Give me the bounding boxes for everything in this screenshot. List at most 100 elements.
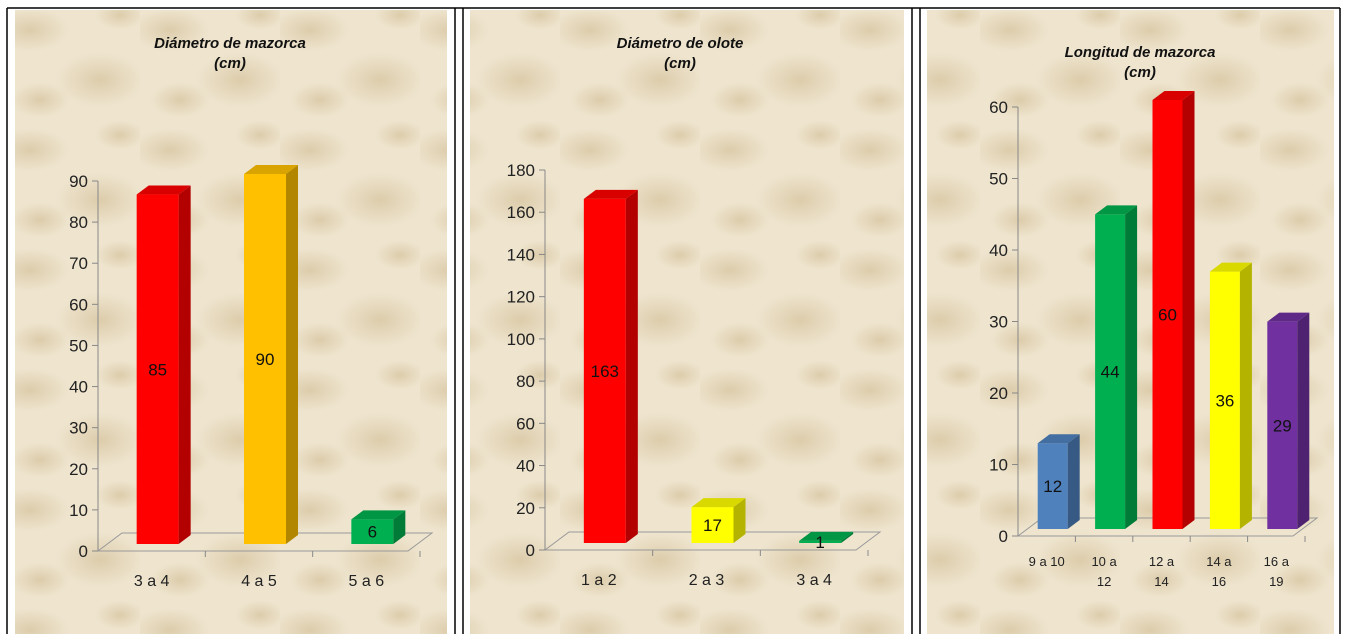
chart-title: Diámetro de mazorca bbox=[154, 35, 306, 52]
bar-top bbox=[351, 510, 406, 520]
bar-front bbox=[799, 540, 842, 543]
bar-top bbox=[691, 498, 746, 508]
bar bbox=[583, 189, 638, 543]
bar-side bbox=[841, 531, 854, 543]
bar-front bbox=[351, 519, 394, 544]
y-tick-label: 40 bbox=[69, 378, 88, 397]
bar bbox=[136, 185, 191, 545]
y-tick-label: 10 bbox=[69, 501, 88, 520]
y-tick-label: 60 bbox=[989, 98, 1008, 117]
y-tick-label: 80 bbox=[69, 213, 88, 232]
chart-title: (cm) bbox=[664, 55, 696, 72]
data-label: 36 bbox=[1215, 391, 1234, 410]
y-tick-label: 40 bbox=[989, 241, 1008, 260]
floor bbox=[96, 532, 434, 552]
data-label: 29 bbox=[1273, 416, 1292, 435]
bar-front bbox=[1267, 321, 1298, 529]
chart-title: (cm) bbox=[1124, 64, 1156, 81]
bar-side bbox=[178, 185, 191, 545]
x-tick-label: 16 a 19 bbox=[1264, 554, 1290, 589]
y-tick-label: 30 bbox=[989, 313, 1008, 332]
chart-title: Longitud de mazorca bbox=[1065, 44, 1216, 61]
y-tick-label: 0 bbox=[526, 541, 535, 560]
floor bbox=[543, 531, 882, 551]
y-tick-label: 50 bbox=[989, 170, 1008, 189]
data-label: 163 bbox=[591, 362, 619, 381]
bar-top bbox=[136, 185, 191, 195]
x-tick-label: 5 a 6 bbox=[349, 573, 385, 590]
y-tick-label: 20 bbox=[69, 460, 88, 479]
floor bbox=[1016, 517, 1319, 537]
bar-side bbox=[1182, 91, 1195, 529]
y-tick-label: 100 bbox=[507, 330, 535, 349]
bar-side bbox=[1067, 434, 1080, 529]
bar-front bbox=[583, 198, 626, 543]
y-tick-label: 160 bbox=[507, 203, 535, 222]
x-tick-label: 3 a 4 bbox=[134, 573, 170, 590]
y-tick-label: 0 bbox=[999, 527, 1008, 546]
bar bbox=[1037, 434, 1080, 529]
y-tick-label: 90 bbox=[69, 172, 88, 191]
bar-top bbox=[244, 165, 298, 174]
data-label: 17 bbox=[703, 516, 722, 535]
bar-side bbox=[1297, 312, 1310, 529]
bar-top bbox=[1095, 205, 1138, 215]
bar bbox=[244, 165, 298, 544]
x-tick-label: 10 a 12 bbox=[1091, 554, 1117, 589]
x-tick-label: 4 a 5 bbox=[241, 573, 277, 590]
bar-front bbox=[1095, 214, 1126, 529]
bar-side bbox=[1125, 205, 1138, 529]
chart-title: Diámetro de olote bbox=[617, 35, 744, 52]
bar-top bbox=[799, 531, 854, 541]
bar-front bbox=[691, 507, 734, 543]
y-tick-label: 70 bbox=[69, 254, 88, 273]
bar-top bbox=[1037, 434, 1080, 444]
bar-side bbox=[286, 165, 298, 544]
chart-title: (cm) bbox=[214, 55, 246, 72]
data-label: 12 bbox=[1043, 477, 1062, 496]
y-tick-label: 50 bbox=[69, 336, 88, 355]
x-tick-label: 1 a 2 bbox=[581, 572, 617, 589]
bar bbox=[1209, 262, 1252, 529]
table-frame bbox=[6, 7, 1341, 634]
y-tick-label: 0 bbox=[79, 542, 88, 561]
data-label: 44 bbox=[1101, 363, 1120, 382]
bar-side bbox=[1239, 262, 1252, 529]
bar-front bbox=[244, 174, 286, 544]
x-tick-label: 3 a 4 bbox=[796, 572, 832, 589]
bar bbox=[351, 510, 406, 544]
y-tick-label: 140 bbox=[507, 245, 535, 264]
y-tick-label: 20 bbox=[989, 384, 1008, 403]
y-tick-label: 120 bbox=[507, 288, 535, 307]
bar bbox=[799, 531, 854, 543]
bar bbox=[1267, 312, 1310, 529]
bar-front bbox=[1209, 271, 1240, 529]
bar-front bbox=[1152, 100, 1183, 529]
bar-side bbox=[625, 189, 638, 543]
y-tick-label: 20 bbox=[516, 499, 535, 518]
data-label: 90 bbox=[256, 350, 275, 369]
x-tick-label: 2 a 3 bbox=[689, 572, 725, 589]
bar bbox=[1095, 205, 1138, 529]
y-tick-label: 30 bbox=[69, 419, 88, 438]
bar bbox=[691, 498, 746, 543]
y-tick-label: 80 bbox=[516, 372, 535, 391]
data-label: 6 bbox=[368, 523, 377, 542]
y-tick-label: 60 bbox=[516, 414, 535, 433]
bar-top bbox=[1209, 262, 1252, 272]
bar-front bbox=[136, 194, 179, 545]
y-tick-label: 180 bbox=[507, 161, 535, 180]
y-tick-label: 60 bbox=[69, 295, 88, 314]
data-label: 1 bbox=[815, 533, 824, 552]
bar-side bbox=[393, 510, 406, 544]
x-tick-label: 9 a 10 bbox=[1029, 554, 1065, 569]
bar bbox=[1152, 91, 1195, 529]
x-tick-label: 12 a 14 bbox=[1149, 554, 1175, 589]
chart-background bbox=[470, 10, 904, 634]
bar-top bbox=[1267, 312, 1310, 322]
data-label: 60 bbox=[1158, 306, 1177, 325]
bar-top bbox=[1152, 91, 1195, 100]
x-tick-label: 14 a 16 bbox=[1206, 554, 1232, 589]
bar-top bbox=[583, 189, 638, 199]
